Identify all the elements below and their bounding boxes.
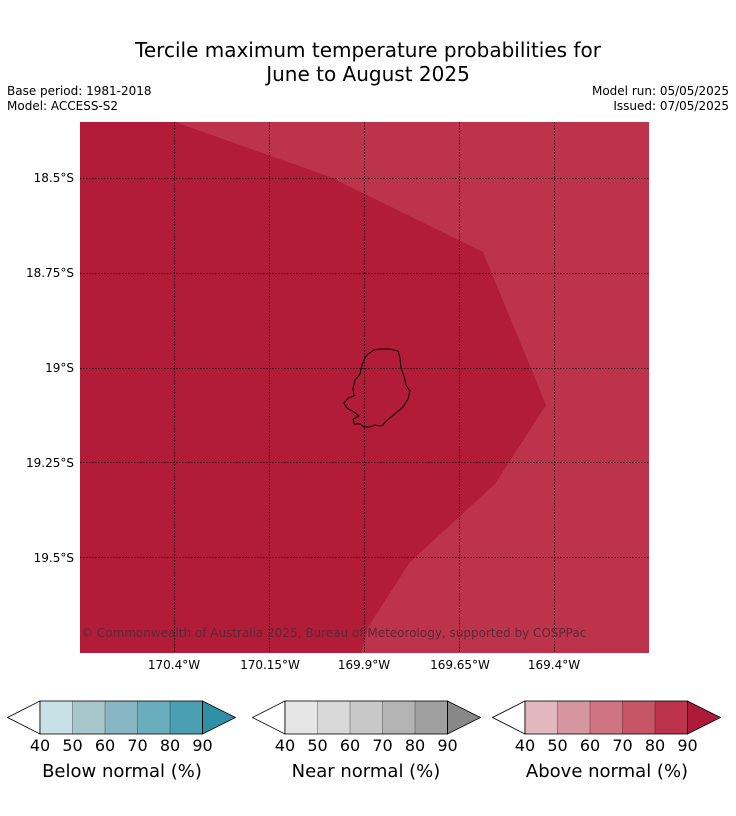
- island-outline: [343, 348, 411, 428]
- colorbar-segment: [285, 701, 318, 734]
- colorbar-segment: [40, 701, 73, 734]
- colorbar-segment: [622, 701, 655, 734]
- title-line-2: June to August 2025: [266, 62, 470, 86]
- colorbar-segment: [105, 701, 138, 734]
- colorbar-extend-low: [251, 700, 286, 735]
- tick-label: 90: [437, 736, 458, 755]
- tick-label: 80: [404, 736, 426, 755]
- colorbar-below-normal: [6, 700, 237, 740]
- tick-label: 60: [579, 736, 601, 755]
- colorbar-label-near: Near normal (%): [291, 761, 441, 782]
- colorbar-segment: [590, 701, 623, 734]
- issued-date: Issued: 07/05/2025: [613, 99, 729, 113]
- base-period: Base period: 1981-2018: [7, 84, 152, 98]
- tick-label: 60: [94, 736, 116, 755]
- colorbar-segment: [317, 701, 350, 734]
- graticule: [80, 122, 649, 653]
- colorbar-segment: [382, 701, 415, 734]
- colorbar-above-svg: [491, 700, 722, 735]
- colorbar-label-above: Above normal (%): [525, 761, 689, 782]
- colorbar-segment: [137, 701, 170, 734]
- lon-label: 170.15°W: [240, 658, 300, 672]
- lon-label: 169.9°W: [337, 658, 391, 672]
- lat-label: 18.5°S: [33, 171, 74, 185]
- colorbar-segment: [415, 701, 448, 734]
- meta-left: Base period: 1981-2018 Model: ACCESS-S2: [7, 84, 152, 114]
- tick-label: 90: [677, 736, 698, 755]
- colorbar-frame: [39, 700, 203, 735]
- colorbar-segment: [557, 701, 590, 734]
- colorbar-extend-low: [6, 700, 41, 735]
- colorbar-segment: [525, 701, 558, 734]
- colorbar-label-below: Below normal (%): [42, 761, 202, 782]
- tick-label: 50: [307, 736, 328, 755]
- lat-label: 19°S: [45, 361, 74, 375]
- colorbar-segment: [170, 701, 203, 734]
- map-canvas: [80, 122, 649, 653]
- tick-label: 90: [192, 736, 213, 755]
- lon-label: 169.65°W: [430, 658, 490, 672]
- meta-right: Model run: 05/05/2025 Issued: 07/05/2025: [592, 84, 729, 114]
- zone-70-80: [175, 122, 649, 653]
- colorbar-above-normal: [491, 700, 722, 740]
- colorbar-segment: [72, 701, 105, 734]
- tick-label: 60: [339, 736, 361, 755]
- tick-label: 50: [547, 736, 568, 755]
- probability-map: © Commonwealth of Australia 2025, Bureau…: [80, 122, 649, 653]
- colorbar-near-normal: [251, 700, 482, 740]
- tick-label: 70: [127, 736, 148, 755]
- tick-label: 80: [644, 736, 666, 755]
- colorbar-near-svg: [251, 700, 482, 735]
- map-title: Tercile maximum temperature probabilitie…: [0, 38, 736, 86]
- lat-label: 18.75°S: [26, 266, 74, 280]
- colorbar-extend-high: [447, 700, 482, 735]
- copyright-notice: © Commonwealth of Australia 2025, Bureau…: [81, 626, 587, 640]
- tick-label: 40: [29, 736, 51, 755]
- colorbar-frame: [284, 700, 448, 735]
- colorbar-segment: [350, 701, 383, 734]
- tick-label: 40: [274, 736, 296, 755]
- colorbar-extend-high: [687, 700, 722, 735]
- colorbar-below-svg: [6, 700, 237, 735]
- colorbar-extend-high: [202, 700, 237, 735]
- title-line-1: Tercile maximum temperature probabilitie…: [135, 38, 601, 62]
- tick-label: 70: [372, 736, 393, 755]
- model-run: Model run: 05/05/2025: [591, 84, 729, 98]
- lon-label: 169.4°W: [527, 658, 581, 672]
- colorbar-extend-low: [491, 700, 526, 735]
- model-name: Model: ACCESS-S2: [7, 99, 119, 113]
- tick-label: 40: [514, 736, 536, 755]
- lat-label: 19.5°S: [33, 551, 74, 565]
- tick-label: 80: [159, 736, 181, 755]
- colorbar-frame: [524, 700, 688, 735]
- lat-label: 19.25°S: [26, 456, 74, 470]
- colorbar-segment: [655, 701, 688, 734]
- lon-label: 170.4°W: [147, 658, 201, 672]
- tick-label: 70: [612, 736, 633, 755]
- tick-label: 50: [62, 736, 83, 755]
